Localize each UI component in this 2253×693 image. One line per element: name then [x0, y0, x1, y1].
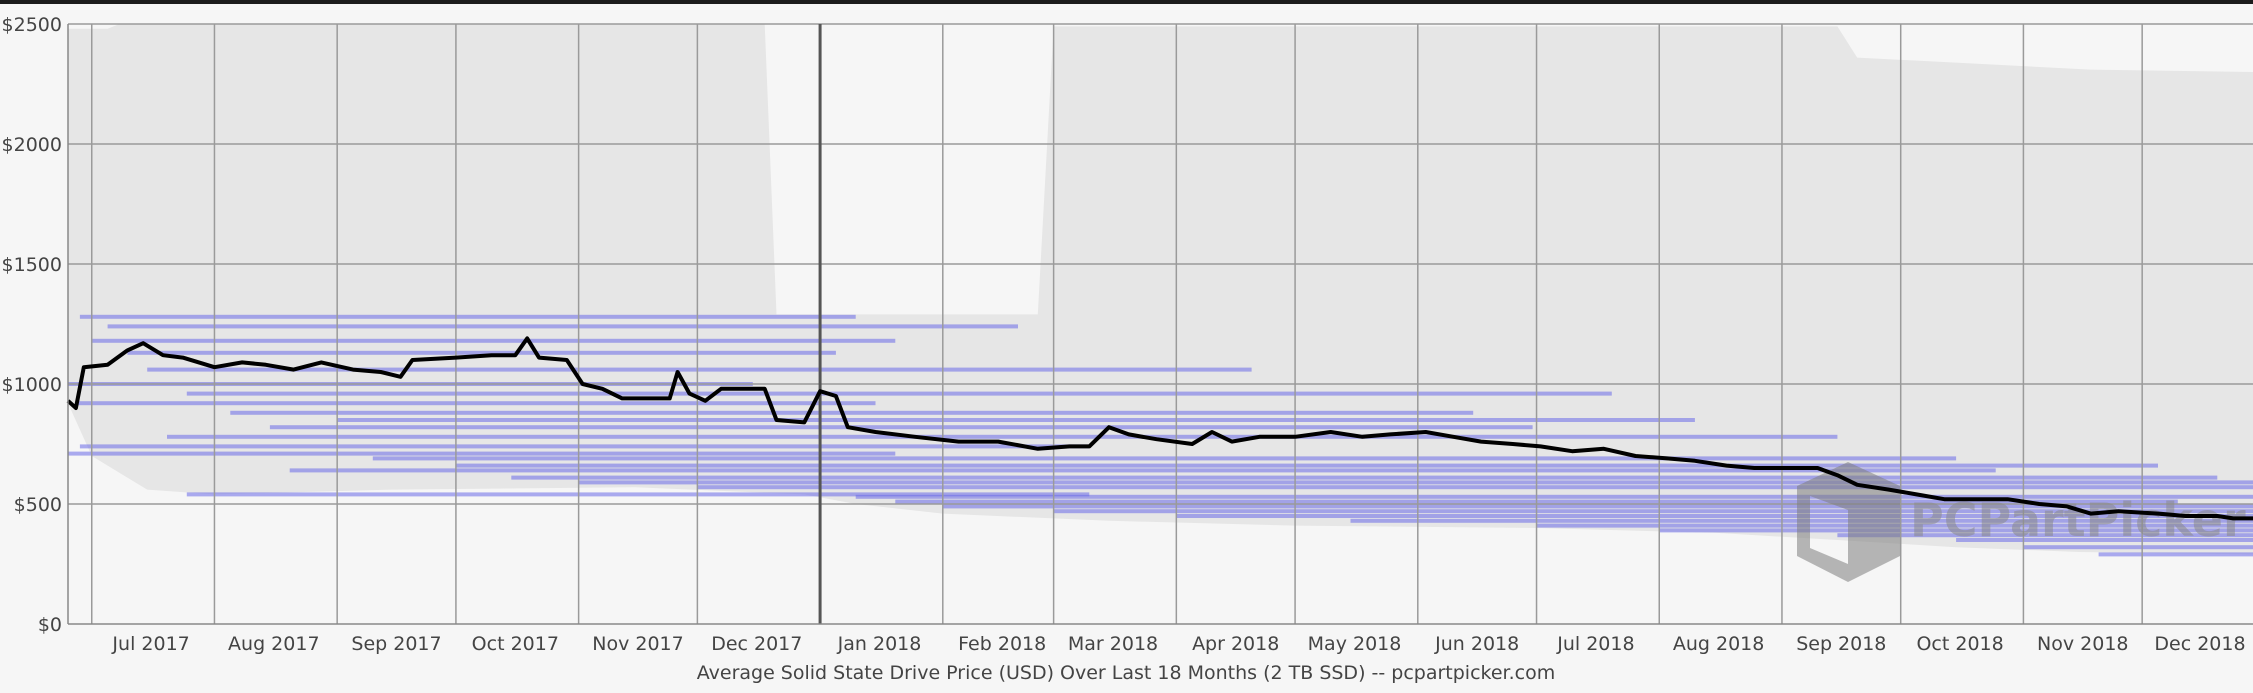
- price-band: [147, 367, 1252, 372]
- price-band: [1176, 514, 2253, 518]
- price-band: [230, 410, 1474, 415]
- chart-title: Average Solid State Drive Price (USD) Ov…: [697, 662, 1555, 684]
- x-tick-label: Oct 2017: [472, 633, 559, 655]
- x-tick-label: Nov 2018: [2037, 633, 2128, 655]
- price-band: [855, 494, 2253, 499]
- price-range-area: [68, 24, 2253, 555]
- price-band: [511, 475, 2218, 480]
- price-band: [186, 492, 1090, 497]
- price-band: [942, 504, 2253, 509]
- price-band: [2098, 552, 2253, 557]
- y-tick-label: $0: [38, 614, 62, 636]
- x-tick-label: May 2018: [1308, 633, 1402, 655]
- x-tick-label: Aug 2017: [228, 633, 320, 655]
- x-tick-label: Apr 2018: [1192, 633, 1279, 655]
- pcpartpicker-watermark: PCPartPicker: [1797, 462, 2246, 582]
- price-bands: [68, 314, 2253, 557]
- price-band: [167, 434, 1838, 439]
- price-band: [127, 350, 836, 355]
- x-tick-label: Mar 2018: [1068, 633, 1158, 655]
- grid-lines: [68, 23, 2253, 624]
- price-band: [337, 418, 1695, 422]
- price-band: [455, 463, 2158, 468]
- price-band: [289, 468, 1996, 473]
- price-band: [186, 391, 1612, 396]
- x-tick-label: Dec 2018: [2154, 633, 2245, 655]
- price-band: [697, 485, 2253, 490]
- x-tick-label: Jan 2018: [837, 633, 922, 655]
- price-band: [68, 451, 896, 456]
- chart-frame: PCPartPicker $0 $500 $1000 $1500 $2000 $2500 …: [0, 4, 2253, 693]
- x-axis-ticks: Jul 2017 Aug 2017 Sep 2017 Oct 2017 Nov 2017…: [111, 633, 2245, 655]
- y-axis-ticks: $0 $500 $1000 $1500 $2000 $2500: [2, 14, 62, 636]
- price-band: [1053, 509, 2253, 514]
- x-tick-label: Jul 2018: [1556, 633, 1634, 655]
- x-tick-label: Dec 2017: [711, 633, 802, 655]
- x-tick-label: Jul 2017: [111, 633, 189, 655]
- price-band: [91, 338, 896, 343]
- watermark-text: PCPartPicker: [1910, 493, 2246, 547]
- price-history-chart: PCPartPicker $0$500$1000$1500$2000$2500 …: [0, 4, 2253, 693]
- x-tick-label: Oct 2018: [1916, 633, 2003, 655]
- price-band: [1659, 528, 2253, 533]
- y-tick-label: $1500: [2, 254, 62, 276]
- pcpartpicker-logo-icon: [1797, 462, 1900, 582]
- x-tick-label: Nov 2017: [592, 633, 683, 655]
- price-band: [1956, 538, 2253, 542]
- y-tick-label: $500: [14, 494, 62, 516]
- y-tick-label: $2500: [2, 14, 62, 36]
- price-band: [79, 444, 1090, 449]
- price-band: [75, 401, 876, 406]
- price-band: [79, 314, 856, 319]
- x-tick-label: Jun 2018: [1434, 633, 1519, 655]
- x-tick-label: Feb 2018: [958, 633, 1046, 655]
- price-band: [372, 456, 1957, 461]
- price-band: [107, 324, 1019, 329]
- price-band: [1837, 533, 2253, 538]
- average-price-line: [66, 336, 2253, 521]
- price-band: [269, 425, 1533, 430]
- price-band: [578, 480, 2253, 485]
- x-tick-label: Sep 2018: [1796, 633, 1886, 655]
- x-tick-label: Aug 2018: [1673, 633, 1765, 655]
- price-band: [2023, 545, 2253, 550]
- y-tick-label: $2000: [2, 134, 62, 156]
- x-tick-label: Sep 2017: [351, 633, 441, 655]
- y-tick-label: $1000: [2, 374, 62, 396]
- price-range-envelope: [68, 24, 2253, 555]
